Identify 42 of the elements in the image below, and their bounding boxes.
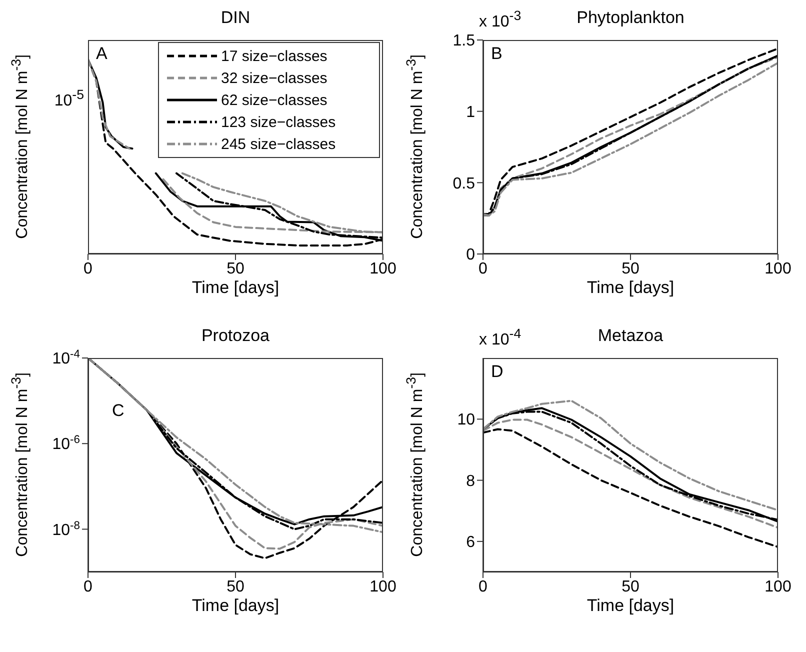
x-tick-label: 100	[764, 578, 792, 596]
x-tick-label: 50	[622, 260, 640, 278]
legend-label: 32 size−classes	[221, 70, 328, 86]
x-tick-label: 100	[764, 260, 792, 278]
text: x 10$^{-4}$	[479, 326, 522, 350]
y-tick-label: 10	[457, 412, 476, 429]
annotation: A	[96, 44, 108, 64]
x-axis-title: Time [days]	[190, 596, 280, 616]
chart-title: Phytoplankton	[576, 8, 684, 27]
x-axis-title: Time [days]	[586, 278, 676, 298]
x-tick-label: 0	[478, 578, 488, 596]
annotation: C	[112, 400, 124, 421]
y-tick-label: 10$^{-6}$	[52, 434, 80, 454]
x-axis-title: Time [days]	[586, 596, 676, 616]
annotation: B	[491, 44, 502, 64]
annotation: D	[491, 362, 504, 382]
y-tick-label: 10$^{-8}$	[52, 520, 80, 539]
x-tick-label: 50	[622, 578, 640, 596]
y-tick-label: 0	[466, 246, 476, 264]
x-tick-label: 100	[370, 578, 396, 596]
x-tick-label: 100	[370, 260, 396, 278]
y-tick-label: 1.5	[452, 32, 476, 50]
legend-label: 245 size−classes	[221, 136, 336, 152]
x-tick-label: 50	[226, 578, 244, 596]
x-axis-title: Time [days]	[190, 278, 280, 298]
legend-label: 123 size−classes	[221, 114, 336, 130]
x-tick-label: 50	[226, 260, 244, 278]
chart-title: Metazoa	[598, 326, 664, 345]
legend-label: 17 size−classes	[221, 48, 328, 64]
x-tick-label: 0	[84, 578, 93, 596]
legend-label: 62 size−classes	[221, 92, 328, 108]
x-tick-label: 0	[84, 260, 93, 278]
y-tick-label: 1	[466, 104, 476, 121]
text: x 10$^{-3}$	[479, 8, 522, 32]
chart-title: DIN	[220, 8, 252, 28]
text: 10$^{-5}$	[54, 87, 84, 110]
y-tick-label: 6	[466, 534, 476, 552]
y-tick-label: 0.5	[452, 175, 476, 192]
x-tick-label: 0	[478, 260, 488, 278]
y-tick-label: 10$^{-4}$	[52, 348, 80, 368]
y-tick-label: 8	[466, 472, 476, 490]
chart-title: Protozoa	[200, 326, 271, 346]
